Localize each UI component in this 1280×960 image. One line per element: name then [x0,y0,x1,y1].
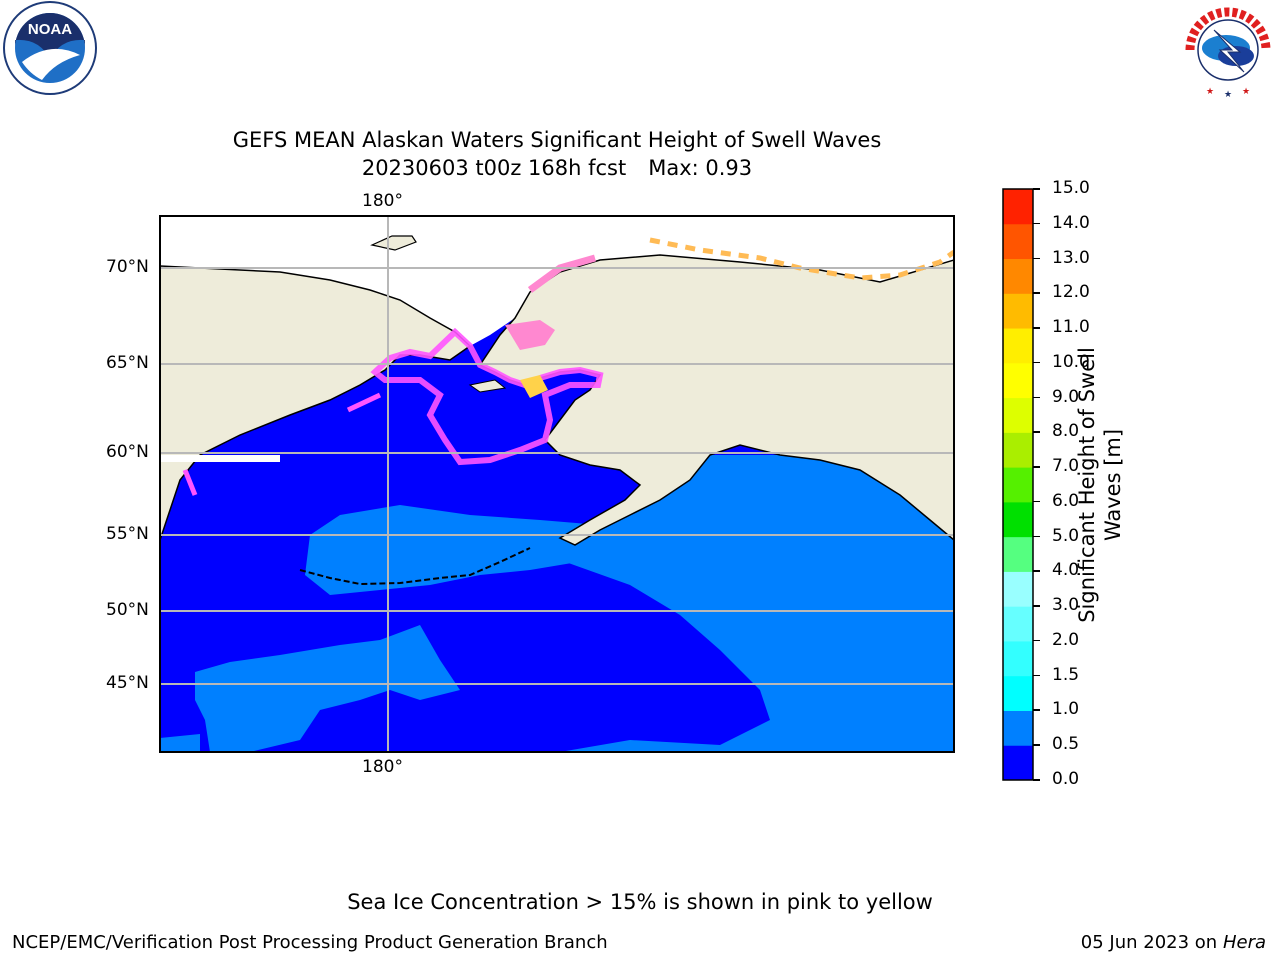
colorbar-tick-label: 1.5 [1052,664,1080,685]
credit-date: 05 Jun 2023 on Hera [1081,932,1266,953]
svg-text:★: ★ [1206,87,1214,97]
okhotsk-no-data [160,455,280,462]
colorbar-swatch [1003,258,1033,294]
noaa-logo-text: NOAA [28,21,72,38]
ocean-mid-swell-corner [160,734,200,752]
colorbar-tick-mark [1033,500,1040,503]
lat-label-65: 65°N [106,353,149,373]
arctic-ocean-no-data [160,216,954,346]
colorbar-tick-label: 15.0 [1052,178,1090,198]
sea-ice-note: Sea Ice Concentration > 15% is shown in … [347,890,933,914]
colorbar-swatch [1003,710,1033,746]
credit-branch: NCEP/EMC/Verification Post Processing Pr… [12,932,608,953]
colorbar-tick-mark [1033,570,1040,572]
colorbar-tick-mark [1033,709,1040,711]
colorbar-swatch [1003,223,1033,260]
colorbar-swatch [1003,640,1033,677]
colorbar-swatch [1003,362,1033,399]
noaa-logo: NOAA [3,1,97,95]
lat-label-70: 70°N [106,257,149,277]
colorbar-tick-label: 3.0 [1052,595,1080,616]
norton-sound-ice [505,320,555,350]
colorbar-tick-mark [1033,535,1040,538]
colorbar-swatch [1003,675,1033,711]
colorbar-tick-mark [1033,361,1040,364]
colorbar-title-line2: Waves [m] [1101,428,1125,542]
svg-text:★: ★ [1224,90,1232,100]
colorbar-swatch [1003,745,1033,781]
colorbar-title-line1: Significant Height of Swell [1075,347,1099,623]
colorbar-tick-mark [1033,431,1040,433]
max-value-label: Max: 0.93 [648,156,753,180]
lon-label-bottom: 180° [362,757,403,777]
forecast-run-label: 20230603 t00z 168h fcst [361,156,627,180]
colorbar-swatch [1003,501,1033,538]
anadyr-ice [346,392,382,413]
lon-label-top: 180° [362,191,403,211]
okhotsk-ice [182,469,198,496]
colorbar-tick-mark [1033,396,1040,399]
colorbar-tick-mark [1033,292,1040,294]
colorbar-swatch [1003,189,1033,225]
nws-logo: ★ ★ ★ [1182,4,1274,100]
colorbar-tick-mark [1033,779,1040,781]
colorbar-tick-mark [1033,639,1040,642]
colorbar-tick-mark [1033,327,1040,329]
colorbar-tick-mark [1033,744,1040,746]
colorbar-tick-label: 14.0 [1052,212,1090,233]
beaufort-ice-edge [649,237,954,281]
colorbar-swatch [1003,432,1033,468]
chart-title: GEFS MEAN Alaskan Waters Significant Hei… [232,128,882,152]
bering-sea-ice [370,327,604,466]
map-frame [159,215,955,753]
colorbar-tick-mark [1033,222,1040,225]
colorbar-swatch [1003,571,1033,607]
colorbar [1002,188,1034,781]
colorbar-tick-mark [1033,188,1040,190]
lat-label-50: 50°N [106,600,149,620]
colorbar-swatch [1003,536,1033,572]
colorbar-tick-mark [1033,257,1040,260]
colorbar-tick-label: 9.0 [1052,386,1080,407]
colorbar-tick-label: 5.0 [1052,525,1080,546]
colorbar-tick-label: 0.5 [1052,734,1080,755]
ocean-mid-swell-east [530,455,954,752]
colorbar-swatch [1003,606,1033,642]
svg-text:★: ★ [1242,87,1250,97]
colorbar-tick-mark [1033,466,1040,468]
colorbar-swatch [1003,293,1033,329]
colorbar-tick-label: 11.0 [1052,317,1090,338]
colorbar-tick-label: 12.0 [1052,282,1090,303]
colorbar-tick-label: 0.0 [1052,769,1080,789]
lat-label-60: 60°N [106,442,149,462]
norton-sound-ice-high [520,375,548,398]
lat-label-55: 55°N [106,524,149,544]
colorbar-tick-label: 10.0 [1052,351,1090,372]
colorbar-swatch [1003,397,1033,433]
map-gridlines [160,216,954,752]
colorbar-tick-label: 1.0 [1052,699,1080,720]
st-lawrence-island [468,379,507,393]
ocean-mid-swell-southwest [195,625,460,752]
ocean-mid-swell-aleutian [305,505,625,595]
colorbar-tick-label: 8.0 [1052,421,1080,442]
colorbar-tick-label: 4.0 [1052,560,1080,581]
colorbar-tick-label: 7.0 [1052,456,1080,477]
chart-subtitle: 20230603 t00z 168h fcst Max: 0.93 [0,156,1114,180]
aleutian-islands [299,547,531,586]
colorbar-tick-mark [1033,605,1040,607]
colorbar-swatch [1003,328,1033,364]
colorbar-tick-mark [1033,674,1040,677]
lat-label-45: 45°N [106,673,149,693]
colorbar-tick-label: 2.0 [1052,629,1080,650]
alaska-land [478,254,954,546]
credit-machine: Hera [1222,932,1266,953]
colorbar-tick-label: 13.0 [1052,247,1090,268]
colorbar-swatch [1003,467,1033,503]
credit-date-text: 05 Jun 2023 on [1080,932,1218,953]
colorbar-tick-label: 6.0 [1052,490,1080,511]
